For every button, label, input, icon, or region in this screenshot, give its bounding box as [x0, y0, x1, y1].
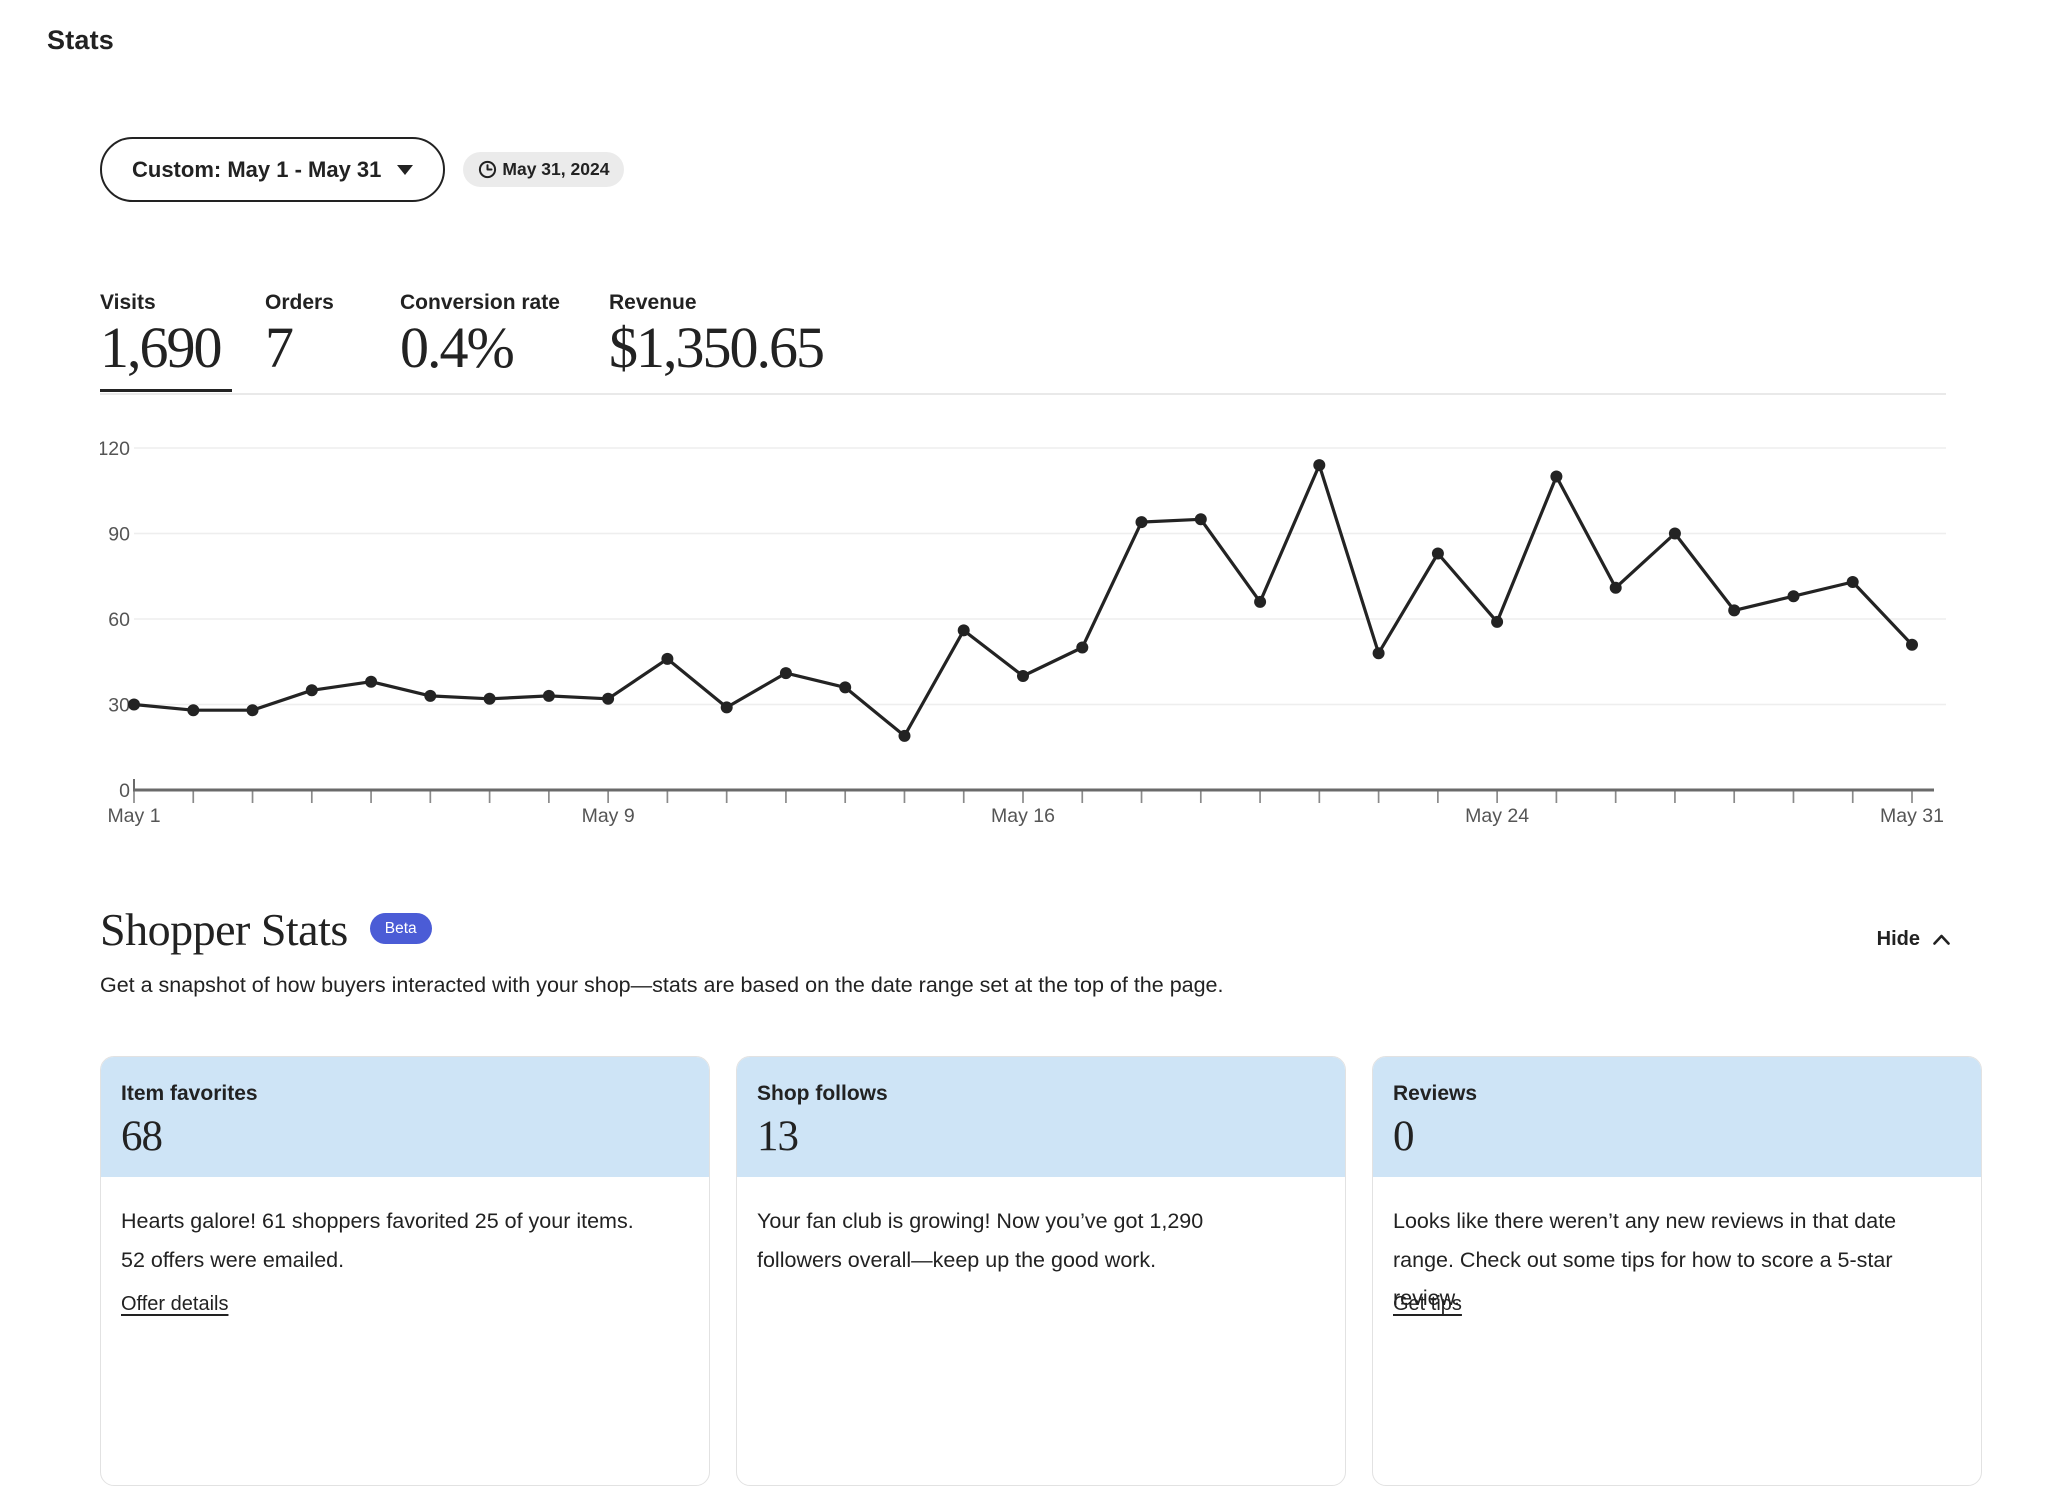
data-point-may-10 [661, 652, 674, 665]
card-body-text: Hearts galore! 61 shoppers favorited 25 … [121, 1209, 634, 1272]
shopper-stats-title: Shopper Stats [100, 904, 348, 955]
card-title: Shop follows [757, 1082, 888, 1105]
data-points [128, 459, 1918, 742]
card-header: Shop follows 13 [737, 1057, 1345, 1177]
x-tick-label: May 24 [1465, 805, 1529, 827]
data-point-may-22 [1372, 647, 1385, 660]
shopper-card-item-favorites: Item favorites 68 Hearts galore! 61 shoppe… [100, 1056, 710, 1486]
chevron-down-icon [397, 164, 414, 175]
data-point-may-28 [1728, 604, 1741, 617]
metric-value: $1,350.65 [609, 315, 825, 380]
data-point-may-27 [1668, 527, 1681, 540]
card-link-offer-details[interactable]: Offer details [121, 1293, 229, 1315]
card-body-text: Looks like there weren’t any new reviews… [1393, 1209, 1897, 1310]
x-axis [133, 779, 1934, 803]
y-tick-label: 30 [108, 694, 130, 716]
data-point-may-5 [365, 675, 378, 688]
shopper-stats-header: Shopper Stats Beta [100, 905, 432, 955]
tabs-separator [100, 393, 1946, 395]
data-point-may-15 [957, 624, 970, 637]
metric-label: Revenue [609, 291, 697, 314]
data-point-may-13 [839, 681, 852, 694]
card-title: Item favorites [121, 1082, 258, 1105]
metric-tab-orders[interactable]: Orders 7 [265, 292, 367, 392]
data-point-may-31 [1906, 638, 1918, 651]
card-value: 0 [1393, 1113, 1415, 1160]
y-tick-label: 0 [119, 780, 130, 802]
data-point-may-17 [1076, 641, 1089, 654]
beta-badge: Beta [369, 913, 432, 944]
x-axis-labels: May 1 May 9 May 16 May 24 May 31 [107, 805, 1944, 827]
data-point-may-4 [305, 684, 318, 697]
metric-tab-visits[interactable]: Visits 1,690 [100, 292, 232, 392]
data-point-may-3 [246, 704, 259, 717]
visits-chart-svg: 0 30 60 90 120 May 1 May 9 May 16 May 24 May 31 [97, 438, 1946, 827]
visits-chart: 0 30 60 90 120 May 1 May 9 May 16 May 24 May 31 [97, 430, 1960, 840]
shopper-stats-subtitle: Get a snapshot of how buyers interacted … [100, 973, 1224, 997]
card-title: Reviews [1393, 1082, 1478, 1105]
data-point-may-30 [1846, 576, 1859, 588]
data-point-may-18 [1135, 516, 1148, 529]
data-point-may-20 [1254, 595, 1267, 608]
metric-value: 0.4% [400, 315, 515, 380]
data-point-may-8 [542, 689, 555, 702]
date-range-label: Custom: May 1 - May 31 [132, 156, 382, 182]
metric-tabs: Visits 1,690 Orders 7 Conversion rate 0.4% Rev… [100, 291, 825, 392]
metric-label: Orders [265, 291, 334, 314]
data-point-may-1 [128, 698, 140, 711]
y-tick-label: 60 [108, 609, 130, 631]
shopper-cards: Item favorites 68 Hearts galore! 61 shoppe… [100, 1056, 1982, 1486]
card-link-get-tips[interactable]: Get tips [1393, 1293, 1462, 1315]
data-point-may-2 [187, 704, 200, 717]
x-tick-label: May 31 [1880, 805, 1944, 827]
date-badge-label: May 31, 2024 [502, 159, 610, 179]
metric-tab-conversion-rate[interactable]: Conversion rate 0.4% [400, 292, 576, 392]
x-tick-label: May 1 [107, 805, 160, 827]
date-range-dropdown[interactable]: Custom: May 1 - May 31 [100, 137, 446, 202]
card-value: 13 [757, 1113, 799, 1160]
date-toolbar: Custom: May 1 - May 31 May 31, 2024 [100, 137, 625, 202]
page-title: Stats [47, 25, 115, 55]
card-body-text: Your fan club is growing! Now you’ve got… [757, 1209, 1204, 1272]
data-point-may-16 [1017, 670, 1029, 682]
shopper-card-reviews: Reviews 0 Looks like there weren’t any new… [1372, 1056, 1982, 1486]
visits-series-line [132, 463, 1914, 738]
hide-button[interactable]: Hide [1877, 928, 1950, 951]
y-tick-label: 120 [100, 438, 130, 460]
data-point-may-7 [483, 692, 496, 705]
data-point-may-14 [898, 729, 911, 742]
data-point-may-24 [1491, 615, 1504, 628]
x-tick-label: May 9 [582, 805, 635, 827]
card-header: Item favorites 68 [101, 1057, 709, 1177]
metric-label: Visits [100, 291, 156, 314]
shopper-card-shop-follows: Shop follows 13 Your fan club is growing! … [736, 1056, 1346, 1486]
card-header: Reviews 0 [1373, 1057, 1981, 1177]
metric-label: Conversion rate [400, 291, 560, 314]
metric-value: 7 [265, 315, 294, 380]
metric-tab-revenue[interactable]: Revenue $1,350.65 [609, 291, 825, 392]
y-gridlines [134, 447, 1946, 706]
data-point-may-9 [602, 692, 615, 705]
y-axis-labels: 0 30 60 90 120 [97, 438, 130, 802]
data-point-may-12 [779, 667, 792, 680]
data-point-may-21 [1313, 459, 1326, 472]
date-badge: May 31, 2024 [463, 152, 625, 187]
hide-button-label: Hide [1876, 928, 1920, 950]
data-point-may-6 [424, 689, 437, 702]
data-point-may-19 [1194, 513, 1207, 526]
clock-icon [479, 160, 497, 179]
y-tick-label: 90 [108, 523, 130, 545]
data-point-may-26 [1609, 581, 1622, 594]
data-point-may-23 [1431, 547, 1444, 560]
x-tick-label: May 16 [991, 805, 1055, 827]
data-point-may-25 [1550, 470, 1563, 483]
chevron-up-icon [1933, 934, 1950, 945]
data-point-may-11 [720, 701, 733, 714]
data-point-may-29 [1787, 590, 1800, 603]
metric-value: 1,690 [100, 315, 222, 380]
card-value: 68 [121, 1113, 163, 1160]
